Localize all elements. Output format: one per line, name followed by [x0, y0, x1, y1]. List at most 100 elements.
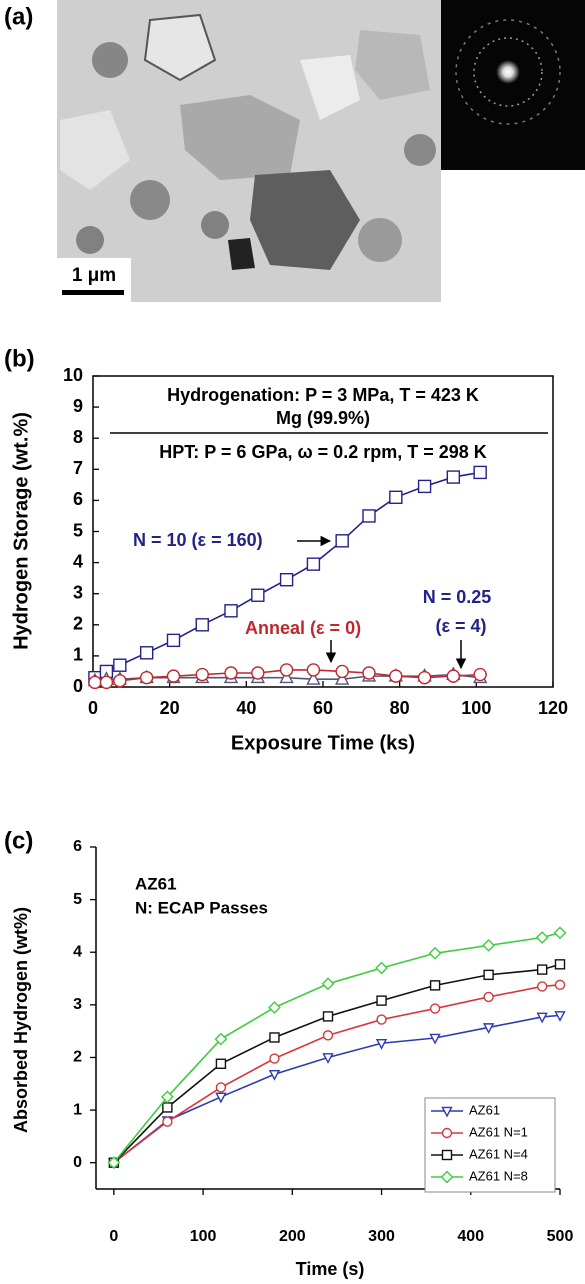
marker	[306, 671, 321, 685]
annotation: Anneal (ε = 0)	[245, 618, 361, 638]
x-tick-label: 120	[538, 698, 568, 718]
marker	[483, 991, 494, 1003]
y-tick-label: 2	[73, 614, 83, 634]
marker	[473, 465, 487, 480]
annotation: HPT: P = 6 GPa, ω = 0.2 rpm, T = 298 K	[159, 442, 487, 462]
x-tick-label: 500	[547, 1228, 574, 1245]
y-tick-label: 5	[73, 520, 83, 540]
panel-label: (a)	[4, 3, 33, 30]
x-tick-label: 60	[313, 698, 333, 718]
annotation: N: ECAP Passes	[135, 898, 268, 917]
marker	[322, 1030, 334, 1041]
marker	[417, 479, 432, 494]
scale-bar-label: 1 μm	[72, 265, 116, 286]
y-tick-label: 4	[73, 943, 82, 960]
x-tick-label: 0	[109, 1228, 118, 1245]
y-axis-title: Hydrogen Storage (wt.%)	[10, 412, 32, 650]
marker	[279, 669, 294, 684]
marker	[215, 1082, 227, 1093]
marker	[554, 979, 566, 991]
y-tick-label: 10	[63, 365, 83, 385]
marker	[215, 1058, 227, 1069]
marker	[429, 1033, 441, 1045]
marker	[376, 995, 387, 1006]
marker	[166, 633, 181, 648]
annotation: N = 10 (ε = 160)	[133, 530, 263, 550]
marker	[306, 663, 321, 677]
y-tick-label: 3	[73, 996, 82, 1013]
marker	[139, 646, 154, 660]
marker	[554, 959, 566, 970]
marker	[335, 664, 349, 679]
marker	[160, 1090, 174, 1104]
y-tick-label: 6	[73, 838, 82, 855]
marker	[536, 1012, 548, 1024]
series-line	[113, 931, 561, 1164]
marker	[335, 534, 349, 548]
marker	[446, 669, 461, 683]
marker	[441, 1106, 453, 1118]
annotation: Hydrogenation: P = 3 MPa, T = 423 K	[167, 385, 479, 405]
y-tick-label: 6	[73, 489, 83, 509]
marker	[279, 663, 294, 677]
marker	[446, 470, 461, 484]
marker	[269, 1053, 280, 1064]
marker	[554, 1011, 566, 1022]
marker	[162, 1116, 173, 1127]
series-line	[94, 669, 481, 684]
x-tick-label: 300	[368, 1228, 395, 1245]
marker	[441, 1127, 453, 1139]
marker	[321, 977, 335, 991]
x-tick-label: 0	[88, 698, 98, 718]
marker	[429, 980, 441, 991]
y-axis-title: Absorbed Hydrogen (wt%)	[11, 907, 31, 1133]
y-tick-label: 8	[73, 427, 83, 447]
marker	[162, 1102, 173, 1113]
marker	[440, 1170, 454, 1184]
y-tick-label: 0	[73, 1154, 82, 1171]
marker	[268, 1069, 281, 1081]
legend-label: AZ61 N=1	[469, 1124, 528, 1139]
y-tick-label: 5	[73, 891, 82, 908]
marker	[375, 961, 388, 975]
series-line	[113, 984, 561, 1164]
marker	[473, 667, 487, 682]
panel-label: (c)	[4, 827, 33, 854]
marker	[362, 666, 376, 680]
marker	[107, 1156, 121, 1170]
marker	[553, 926, 567, 940]
marker	[88, 675, 102, 690]
marker	[99, 675, 114, 690]
series-line	[94, 471, 481, 679]
marker	[376, 1014, 387, 1025]
x-tick-label: 40	[236, 698, 256, 718]
x-tick-label: 20	[160, 698, 180, 718]
marker	[214, 1032, 228, 1046]
annotation: Mg (99.9%)	[276, 408, 370, 428]
marker	[536, 964, 548, 975]
marker	[482, 939, 496, 952]
marker	[251, 666, 265, 680]
micrograph	[57, 0, 585, 302]
marker	[195, 667, 209, 682]
marker	[428, 946, 442, 960]
x-tick-label: 100	[190, 1228, 217, 1245]
y-tick-label: 1	[73, 645, 83, 665]
y-tick-label: 3	[73, 582, 83, 602]
x-axis-title: Exposure Time (ks)	[231, 732, 415, 754]
x-tick-label: 400	[457, 1228, 484, 1245]
series-line	[113, 963, 561, 1164]
marker	[389, 490, 403, 504]
x-tick-label: 80	[390, 698, 410, 718]
marker	[335, 671, 350, 685]
marker	[195, 618, 209, 632]
marker	[251, 588, 265, 602]
marker	[306, 557, 321, 571]
marker	[536, 981, 548, 992]
x-tick-label: 200	[279, 1228, 306, 1245]
marker	[322, 1053, 334, 1064]
marker	[441, 1149, 453, 1161]
marker	[215, 1092, 227, 1104]
